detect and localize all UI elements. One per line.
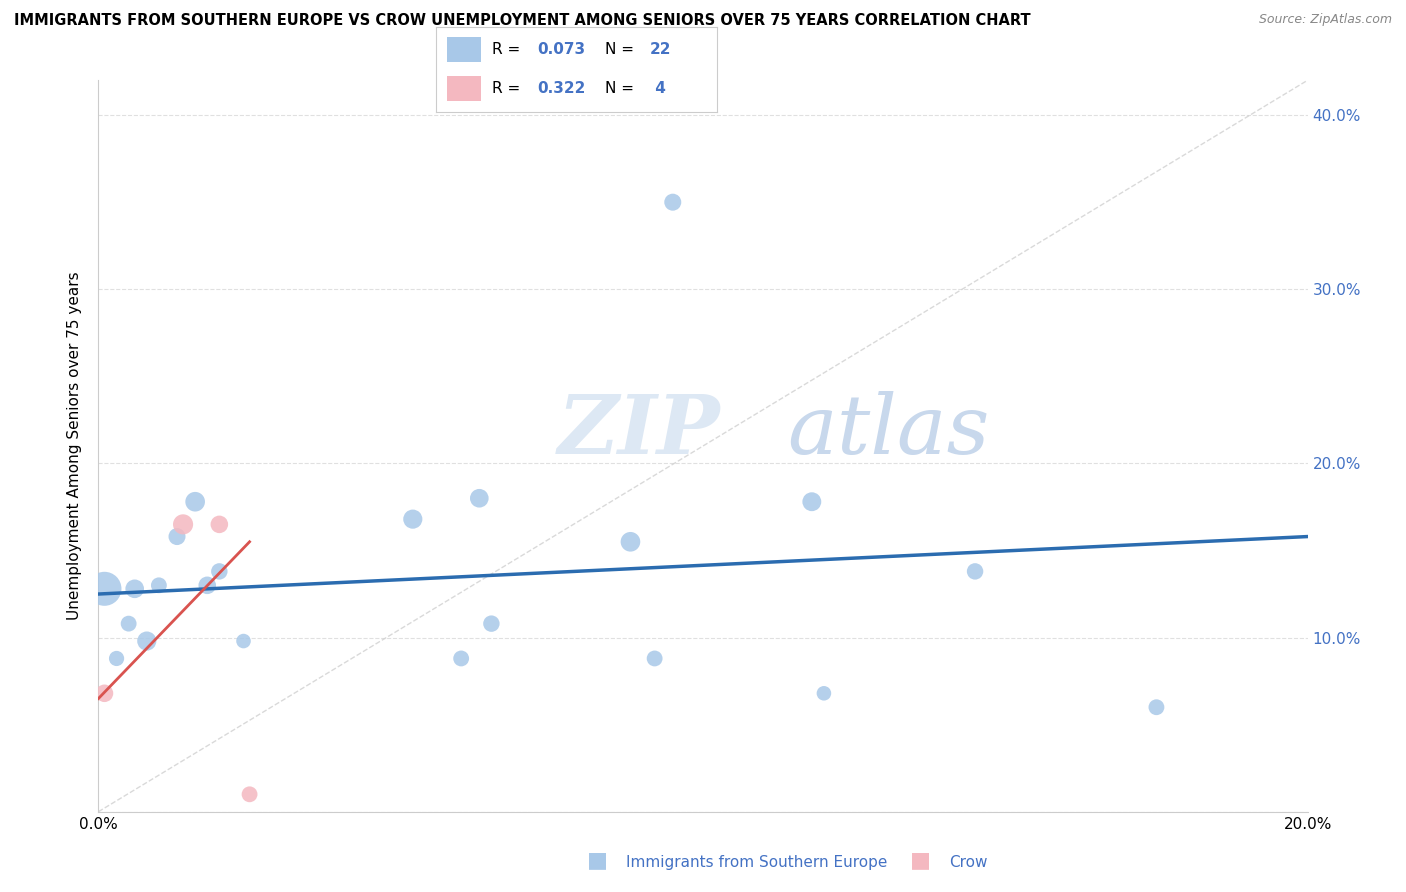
Text: Crow: Crow xyxy=(949,855,987,870)
Y-axis label: Unemployment Among Seniors over 75 years: Unemployment Among Seniors over 75 years xyxy=(67,272,83,620)
Point xyxy=(93,582,115,596)
Point xyxy=(481,616,503,631)
Point xyxy=(813,686,835,700)
Point xyxy=(195,578,218,592)
Point xyxy=(402,512,425,526)
Point xyxy=(965,565,987,579)
Text: ZIP: ZIP xyxy=(558,392,720,471)
Text: ■: ■ xyxy=(588,850,607,870)
Point xyxy=(166,530,188,544)
Point xyxy=(148,578,170,592)
Text: R =: R = xyxy=(492,81,526,96)
Text: Source: ZipAtlas.com: Source: ZipAtlas.com xyxy=(1258,13,1392,27)
Text: Immigrants from Southern Europe: Immigrants from Southern Europe xyxy=(626,855,887,870)
Bar xyxy=(447,37,481,62)
Text: 0.322: 0.322 xyxy=(537,81,585,96)
Point xyxy=(239,787,262,801)
Point xyxy=(118,616,141,631)
Text: R =: R = xyxy=(492,42,526,57)
Text: IMMIGRANTS FROM SOUTHERN EUROPE VS CROW UNEMPLOYMENT AMONG SENIORS OVER 75 YEARS: IMMIGRANTS FROM SOUTHERN EUROPE VS CROW … xyxy=(14,13,1031,29)
Text: N =: N = xyxy=(605,81,638,96)
Point xyxy=(124,582,146,596)
Text: 0.073: 0.073 xyxy=(537,42,585,57)
Point xyxy=(468,491,491,506)
Bar xyxy=(447,76,481,102)
Text: ■: ■ xyxy=(911,850,931,870)
Point xyxy=(232,634,254,648)
Point xyxy=(644,651,666,665)
Point xyxy=(662,195,685,210)
Text: atlas: atlas xyxy=(787,392,990,471)
Point xyxy=(208,565,231,579)
Point xyxy=(619,534,641,549)
Point xyxy=(105,651,128,665)
Point xyxy=(135,634,157,648)
Text: 4: 4 xyxy=(650,81,665,96)
Text: N =: N = xyxy=(605,42,638,57)
Point xyxy=(93,686,115,700)
Point xyxy=(800,494,823,508)
Text: 22: 22 xyxy=(650,42,671,57)
Point xyxy=(1144,700,1167,714)
Point xyxy=(184,494,207,508)
Point xyxy=(208,517,231,532)
Point xyxy=(172,517,194,532)
Point xyxy=(450,651,472,665)
